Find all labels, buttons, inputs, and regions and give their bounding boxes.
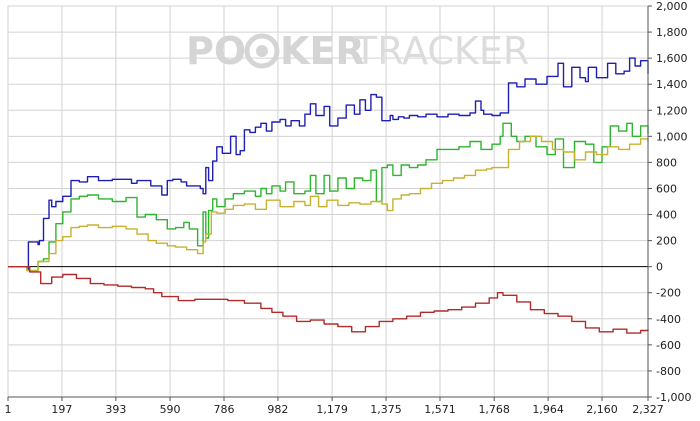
y-tick-label: -400 [656, 313, 681, 326]
y-tick-label: -1,000 [656, 391, 691, 404]
x-tick-label: 1 [5, 403, 12, 416]
watermark-text-ker: KER [280, 29, 365, 73]
y-tick-label: 2,000 [656, 0, 688, 13]
y-tick-label: -200 [656, 287, 681, 300]
y-tick-label: 1,000 [656, 130, 688, 143]
y-axis-ticks: -1,000 -800 -600 -400 -200 0 200 400 600 800 1,000… [648, 0, 691, 404]
x-tick-label: 2,327 [632, 403, 664, 416]
x-tick-label: 1,964 [532, 403, 564, 416]
x-tick-label: 786 [213, 403, 234, 416]
y-tick-label: 1,400 [656, 78, 688, 91]
series-line-1 [8, 57, 649, 270]
y-tick-label: 600 [656, 182, 677, 195]
y-tick-label: 1,200 [656, 104, 688, 117]
y-tick-label: 800 [656, 156, 677, 169]
watermark-text-po: PO [186, 29, 246, 73]
series-line-2 [8, 122, 649, 272]
gridlines [7, 5, 649, 398]
x-tick-label: 197 [51, 403, 72, 416]
x-axis-ticks: 1 197 393 590 786 982 1,179 1,375 1,571 1,768 1,96… [5, 397, 664, 416]
x-tick-label: 1,768 [478, 403, 510, 416]
watermark-text-tracker: TRACKER [353, 29, 529, 73]
x-tick-label: 1,179 [316, 403, 348, 416]
y-tick-label: -600 [656, 339, 681, 352]
x-tick-label: 2,160 [586, 403, 618, 416]
y-tick-label: -800 [656, 365, 681, 378]
watermark: PO KER TRACKER [186, 29, 529, 73]
poker-chip-icon [244, 33, 280, 69]
series-layer [8, 57, 649, 334]
x-tick-label: 1,571 [424, 403, 456, 416]
x-tick-label: 982 [267, 403, 288, 416]
x-tick-label: 590 [160, 403, 181, 416]
x-tick-label: 393 [105, 403, 126, 416]
y-tick-label: 1,600 [656, 52, 688, 65]
series-line-4 [8, 266, 649, 334]
y-tick-label: 1,800 [656, 26, 688, 39]
x-tick-label: 1,375 [370, 403, 402, 416]
y-tick-label: 0 [656, 261, 663, 274]
series-line-3 [8, 135, 649, 272]
y-tick-label: 400 [656, 209, 677, 222]
axes [8, 6, 649, 398]
y-tick-label: 200 [656, 235, 677, 248]
